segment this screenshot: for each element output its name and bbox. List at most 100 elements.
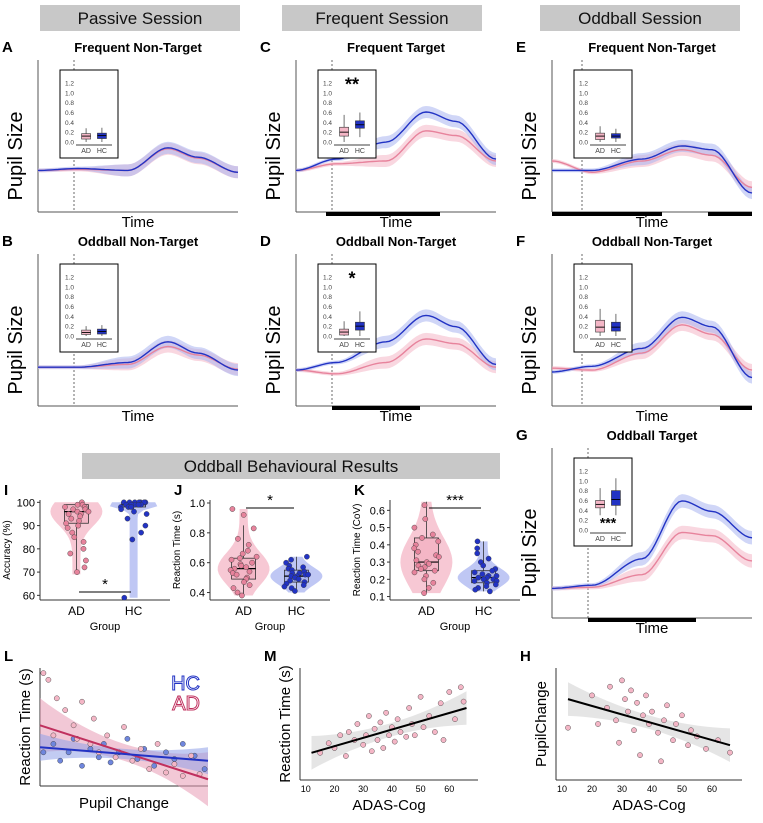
data-point <box>287 577 293 584</box>
panel-title: Oddball Non-Target <box>592 234 713 249</box>
data-point <box>661 717 667 724</box>
data-point <box>472 586 479 593</box>
data-point <box>383 710 389 716</box>
data-point <box>480 576 487 583</box>
ad-fit-line <box>39 724 209 781</box>
y-tick-label: 0.1 <box>370 592 385 604</box>
inset-frame <box>317 69 377 159</box>
data-point <box>240 512 247 518</box>
inset-tick-label: 0.2 <box>323 324 332 331</box>
x-axis-label: Group <box>255 621 286 633</box>
hc-mean-line <box>552 145 753 194</box>
inset-tick-label: 0.2 <box>579 518 588 525</box>
y-tick-label: 80 <box>23 544 35 556</box>
fit-line <box>567 698 731 747</box>
y-axis-label: Reaction Time (CoV) <box>352 504 363 597</box>
inset-boxplot: 0.0 0.2 0.4 0.6 0.8 1.0 1.2 AD HC <box>59 263 119 353</box>
y-axis-label: Accuracy (%) <box>2 520 13 579</box>
inset-tick-label: 0.0 <box>323 334 332 341</box>
violin-panel: K 0.1 0.2 0.3 0.4 0.5 0.6 Reaction Time (CoV) Gr… <box>352 482 520 633</box>
data-point <box>607 683 613 690</box>
data-point <box>628 687 634 694</box>
panel-letter: M <box>264 648 277 665</box>
x-axis-label: Time <box>636 620 669 637</box>
x-tick-label: AD <box>418 604 435 618</box>
data-point <box>487 588 493 595</box>
data-point <box>634 700 640 706</box>
data-point <box>637 752 643 758</box>
ad-point <box>112 754 119 761</box>
data-point <box>406 705 412 711</box>
data-point <box>480 562 487 569</box>
y-tick-label: 0.8 <box>190 528 205 540</box>
data-point <box>413 557 420 564</box>
data-point <box>288 556 294 563</box>
ad-ci-band <box>296 332 496 376</box>
data-point <box>429 531 436 538</box>
panel-letter: C <box>260 39 271 56</box>
data-point <box>432 729 438 735</box>
panel-title: Frequent Target <box>347 40 446 55</box>
data-point <box>685 742 691 749</box>
data-point <box>411 732 418 739</box>
data-point <box>234 589 241 596</box>
data-point <box>235 536 241 542</box>
data-point <box>246 582 253 588</box>
hc-ci-band <box>552 311 752 384</box>
session-banner-label: Passive Session <box>78 9 203 28</box>
data-point <box>703 746 709 752</box>
data-point <box>619 677 625 684</box>
x-tick-label: HC <box>288 604 306 618</box>
ad-mean-line <box>295 130 497 172</box>
data-point <box>131 508 137 515</box>
y-tick-label: 0.6 <box>370 505 385 517</box>
ad-mean-line <box>296 338 497 375</box>
inset-tick-label: 0.4 <box>579 120 588 127</box>
data-point <box>421 576 428 583</box>
hc-mean-line <box>551 316 753 379</box>
x-tick-label: 60 <box>444 784 454 794</box>
data-point <box>471 569 478 576</box>
x-tick-label: 10 <box>557 784 567 794</box>
y-tick-label: 70 <box>23 567 35 579</box>
hc-ci-band <box>552 139 752 200</box>
inset-box <box>611 490 621 506</box>
data-point <box>65 511 72 517</box>
inset-tick-label: 0.2 <box>579 324 588 331</box>
data-point <box>394 716 401 723</box>
inset-frame <box>573 69 633 159</box>
data-point <box>679 712 685 719</box>
data-point <box>80 546 87 552</box>
ad-point <box>40 670 47 676</box>
behav-banner <box>82 453 500 479</box>
legend-ad: AD <box>172 693 200 715</box>
data-point <box>237 555 243 562</box>
x-axis-label: Time <box>380 408 413 425</box>
data-point <box>243 564 249 571</box>
data-point <box>649 708 655 715</box>
hc-point <box>40 749 47 756</box>
data-point <box>479 571 486 577</box>
data-point <box>673 721 679 727</box>
y-axis-label: Reaction Time (s) <box>17 668 34 786</box>
data-point <box>474 545 481 552</box>
inset-group-label: HC <box>611 536 621 543</box>
ad-point <box>79 698 85 705</box>
data-point <box>77 513 83 520</box>
hc-mean-line <box>295 314 497 371</box>
inset-tick-label: 0.6 <box>323 304 332 311</box>
ad-point <box>137 746 144 752</box>
inset-tick-label: 0.6 <box>323 110 332 117</box>
inset-tick-label: 0.6 <box>579 498 588 505</box>
data-point <box>245 542 252 548</box>
y-tick-label: 0.3 <box>370 557 385 569</box>
panel-title: Oddball Non-Target <box>78 234 199 249</box>
inset-tick-label: 0.4 <box>65 120 74 127</box>
ad-point <box>45 677 52 683</box>
inset-group-label: HC <box>97 342 107 349</box>
y-axis-label: Pupil Size <box>519 112 541 201</box>
